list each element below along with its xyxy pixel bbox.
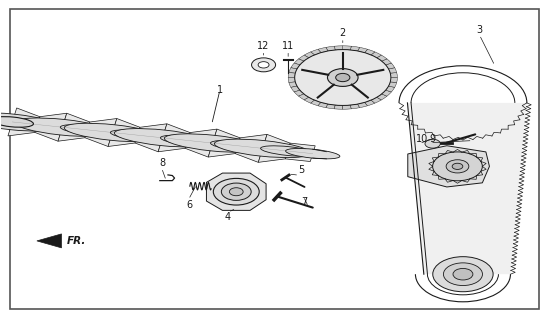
Circle shape	[328, 69, 358, 86]
Polygon shape	[311, 100, 321, 106]
Text: 3: 3	[477, 25, 483, 35]
Polygon shape	[288, 77, 295, 83]
Circle shape	[258, 62, 269, 68]
Polygon shape	[135, 124, 167, 152]
Ellipse shape	[0, 116, 33, 127]
Polygon shape	[37, 234, 61, 248]
Polygon shape	[318, 47, 328, 53]
Polygon shape	[58, 113, 90, 141]
Text: 4: 4	[225, 212, 231, 222]
Polygon shape	[8, 108, 40, 136]
Ellipse shape	[110, 130, 165, 140]
Polygon shape	[343, 46, 351, 50]
Circle shape	[295, 50, 391, 105]
Ellipse shape	[14, 118, 110, 136]
Ellipse shape	[285, 148, 340, 159]
Ellipse shape	[210, 140, 265, 151]
Ellipse shape	[10, 119, 64, 130]
Polygon shape	[371, 97, 382, 103]
Ellipse shape	[114, 129, 211, 147]
Polygon shape	[334, 105, 343, 109]
Polygon shape	[285, 143, 315, 162]
Polygon shape	[258, 134, 290, 162]
Polygon shape	[108, 118, 140, 147]
Circle shape	[453, 268, 473, 280]
Ellipse shape	[0, 113, 60, 131]
Circle shape	[221, 183, 251, 200]
Polygon shape	[377, 55, 387, 61]
Text: FR.: FR.	[67, 236, 86, 246]
Polygon shape	[350, 46, 360, 51]
Circle shape	[251, 58, 276, 72]
Polygon shape	[343, 105, 351, 109]
Polygon shape	[185, 129, 217, 157]
Polygon shape	[289, 68, 297, 73]
Polygon shape	[385, 63, 395, 69]
Polygon shape	[311, 49, 321, 55]
Circle shape	[452, 163, 463, 169]
Polygon shape	[288, 73, 295, 77]
Polygon shape	[385, 86, 395, 92]
Polygon shape	[350, 104, 360, 109]
Text: 5: 5	[299, 165, 305, 175]
Text: 1: 1	[217, 85, 223, 95]
Polygon shape	[408, 146, 490, 187]
Polygon shape	[294, 90, 304, 96]
Circle shape	[444, 263, 483, 285]
Ellipse shape	[160, 135, 215, 146]
Text: 6: 6	[187, 200, 193, 210]
Circle shape	[335, 73, 350, 82]
Polygon shape	[371, 52, 382, 58]
Circle shape	[433, 152, 483, 181]
Ellipse shape	[60, 125, 115, 135]
Text: 11: 11	[282, 41, 294, 51]
Text: 2: 2	[340, 28, 346, 38]
Polygon shape	[206, 173, 266, 210]
Ellipse shape	[64, 123, 161, 142]
Text: 7: 7	[301, 197, 307, 207]
Circle shape	[433, 257, 493, 292]
Polygon shape	[357, 102, 368, 108]
Polygon shape	[390, 73, 397, 77]
Ellipse shape	[164, 134, 261, 152]
Polygon shape	[235, 134, 267, 162]
Polygon shape	[382, 59, 391, 65]
Polygon shape	[365, 100, 375, 106]
Polygon shape	[390, 77, 397, 83]
Circle shape	[425, 139, 440, 148]
Polygon shape	[291, 86, 300, 92]
Polygon shape	[158, 124, 190, 152]
Circle shape	[214, 178, 259, 205]
Polygon shape	[326, 104, 335, 109]
Text: 9: 9	[430, 134, 436, 144]
Polygon shape	[304, 97, 315, 103]
Polygon shape	[326, 46, 335, 51]
Polygon shape	[389, 68, 397, 73]
Polygon shape	[365, 49, 375, 55]
Polygon shape	[85, 118, 117, 147]
Polygon shape	[377, 94, 387, 100]
Ellipse shape	[261, 146, 315, 156]
Text: 8: 8	[159, 158, 166, 168]
Polygon shape	[299, 94, 309, 100]
Polygon shape	[289, 82, 297, 87]
Polygon shape	[382, 90, 391, 96]
Polygon shape	[304, 52, 315, 58]
Polygon shape	[291, 63, 300, 69]
Circle shape	[229, 188, 243, 196]
Polygon shape	[357, 47, 368, 53]
Polygon shape	[318, 102, 328, 108]
Polygon shape	[389, 82, 397, 87]
Polygon shape	[35, 113, 67, 141]
Text: 12: 12	[257, 41, 270, 51]
Text: 10: 10	[416, 134, 428, 144]
Polygon shape	[208, 129, 240, 157]
Ellipse shape	[215, 139, 311, 157]
Polygon shape	[407, 103, 527, 274]
Polygon shape	[299, 55, 309, 61]
Circle shape	[446, 160, 469, 173]
Polygon shape	[334, 46, 343, 50]
Polygon shape	[294, 59, 304, 65]
